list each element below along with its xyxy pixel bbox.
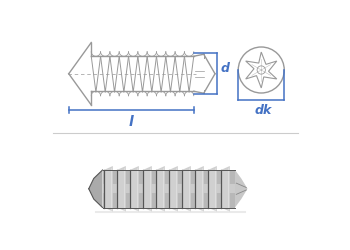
Polygon shape bbox=[221, 166, 230, 212]
Polygon shape bbox=[235, 170, 247, 207]
Polygon shape bbox=[156, 166, 165, 212]
Polygon shape bbox=[89, 170, 103, 207]
Polygon shape bbox=[103, 170, 235, 207]
Polygon shape bbox=[104, 166, 113, 212]
Text: l: l bbox=[129, 116, 134, 130]
Text: d: d bbox=[220, 62, 230, 75]
Polygon shape bbox=[130, 166, 139, 212]
Polygon shape bbox=[182, 166, 191, 212]
Polygon shape bbox=[117, 166, 126, 212]
Polygon shape bbox=[143, 166, 152, 212]
Polygon shape bbox=[169, 166, 178, 212]
Polygon shape bbox=[103, 184, 235, 194]
Polygon shape bbox=[208, 166, 217, 212]
Polygon shape bbox=[195, 166, 204, 212]
Text: dk: dk bbox=[254, 104, 272, 118]
